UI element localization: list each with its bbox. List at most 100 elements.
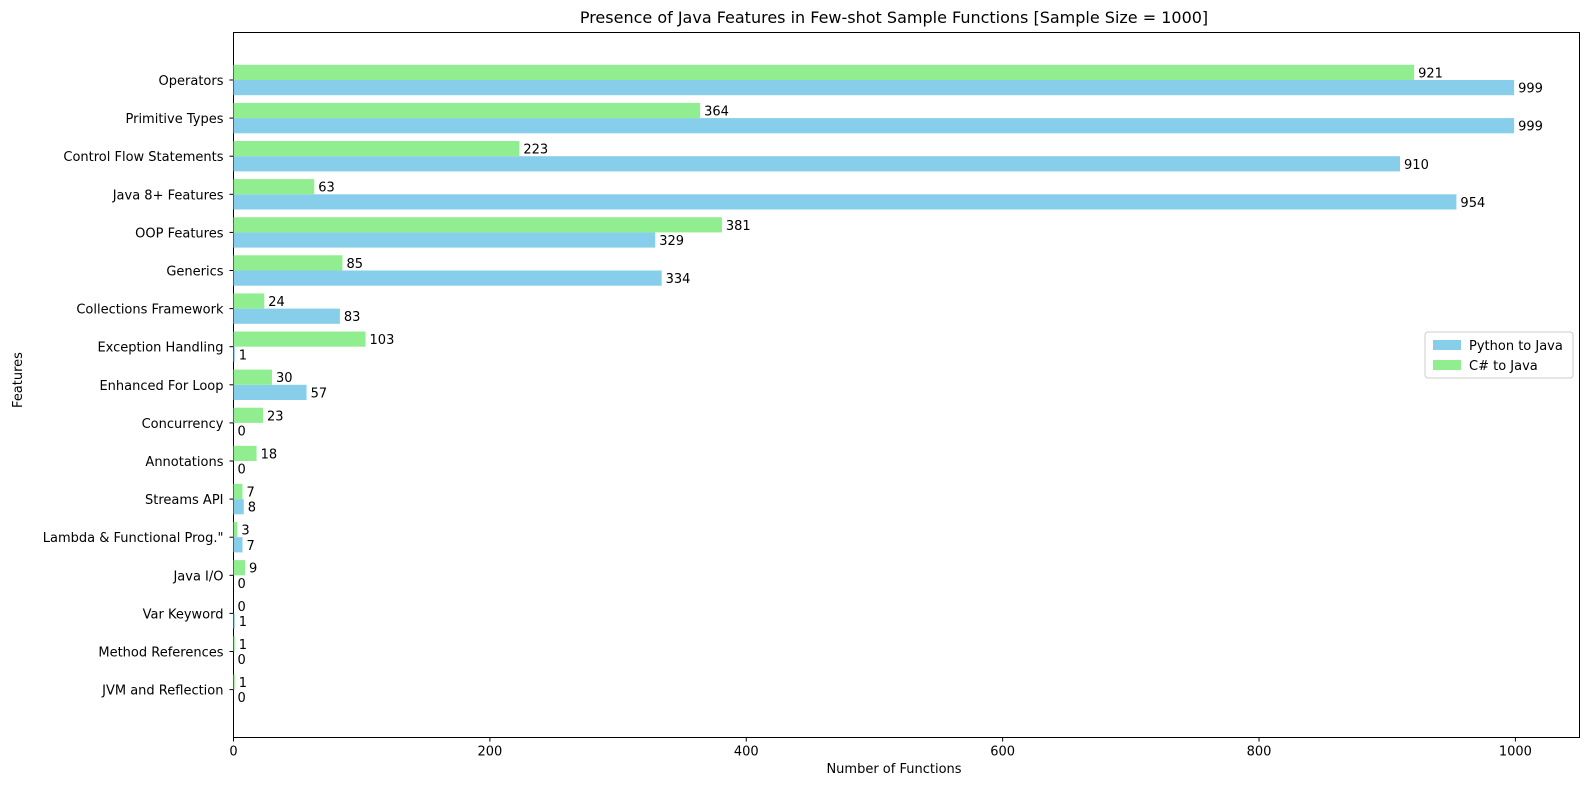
bar-python-to-java	[233, 232, 656, 248]
legend-swatch	[1433, 360, 1461, 370]
y-tick-label: Java 8+ Features	[112, 188, 224, 203]
data-label: 364	[704, 105, 729, 120]
data-label: 223	[523, 143, 548, 158]
data-label: 24	[268, 295, 285, 310]
x-tick-label: 200	[477, 745, 502, 760]
y-tick-label: Primitive Types	[125, 112, 223, 127]
bar-csharp-to-java	[233, 255, 343, 271]
data-label: 381	[726, 219, 751, 234]
bar-csharp-to-java	[233, 560, 246, 576]
data-label: 3	[241, 524, 249, 539]
bar-csharp-to-java	[233, 293, 265, 309]
data-label: 103	[370, 333, 395, 348]
bar-python-to-java	[233, 80, 1515, 96]
bar-csharp-to-java	[233, 64, 1415, 80]
y-tick-label: Concurrency	[142, 417, 224, 432]
data-label: 63	[318, 181, 335, 196]
bar-csharp-to-java	[233, 483, 243, 500]
y-tick-label: Exception Handling	[97, 341, 223, 356]
bar-python-to-java	[233, 156, 1401, 172]
bar-python-to-java	[233, 118, 1515, 134]
bar-csharp-to-java	[233, 141, 520, 157]
bar-csharp-to-java	[233, 217, 722, 233]
bar-csharp-to-java	[233, 445, 257, 461]
data-label: 23	[267, 409, 284, 424]
bar-python-to-java	[233, 346, 235, 362]
data-label: 921	[1418, 66, 1443, 81]
x-tick-label: 600	[990, 745, 1015, 760]
data-label: 1	[239, 638, 247, 653]
legend: Python to Java C# to Java	[1424, 331, 1574, 379]
legend-label: C# to Java	[1469, 359, 1538, 374]
bar-csharp-to-java	[233, 674, 235, 690]
bars	[233, 64, 1515, 690]
y-tick-label: Var Keyword	[143, 607, 224, 622]
data-label: 1	[239, 348, 247, 363]
legend-frame	[1424, 331, 1574, 379]
bar-csharp-to-java	[233, 331, 366, 347]
data-label: 0	[238, 600, 246, 615]
data-label: 334	[666, 272, 691, 287]
data-label: 1	[239, 615, 247, 630]
data-label: 0	[238, 463, 246, 478]
bar-python-to-java	[233, 499, 244, 515]
data-label: 0	[238, 653, 246, 668]
y-tick-label: OOP Features	[135, 226, 224, 241]
data-labels: 9999219993649102239546332938133485832411…	[238, 66, 1543, 706]
x-axis-label: Number of Functions	[826, 762, 961, 777]
data-label: 329	[659, 234, 684, 249]
y-tick-label: Annotations	[145, 455, 223, 470]
bar-csharp-to-java	[233, 522, 238, 538]
bar-csharp-to-java	[233, 407, 263, 423]
y-tick-label: JVM and Reflection	[101, 684, 223, 699]
data-label: 18	[261, 447, 278, 462]
bar-csharp-to-java	[233, 179, 315, 195]
y-axis-label: Features	[11, 352, 26, 408]
data-label: 0	[238, 425, 246, 440]
y-axis-ticks: Operators Primitive Types Control Flow Sta…	[43, 74, 234, 699]
data-label: 910	[1404, 158, 1429, 173]
legend-swatch	[1433, 340, 1461, 350]
data-label: 83	[344, 310, 361, 325]
data-label: 30	[276, 371, 293, 386]
data-label: 999	[1518, 120, 1543, 135]
x-tick-label: 800	[1247, 745, 1272, 760]
bar-python-to-java	[233, 308, 340, 324]
data-label: 85	[346, 257, 363, 272]
bar-python-to-java	[233, 537, 243, 553]
y-tick-label: Collections Framework	[76, 303, 224, 318]
bar-python-to-java	[233, 613, 235, 629]
x-tick-label: 400	[734, 745, 759, 760]
x-axis-ticks: 0 200 400 600 800 1000	[229, 737, 1532, 760]
bar-csharp-to-java	[233, 636, 235, 652]
chart-title: Presence of Java Features in Few-shot Sa…	[580, 8, 1208, 27]
y-tick-label: Control Flow Statements	[63, 150, 223, 165]
data-label: 1	[239, 676, 247, 691]
data-label: 8	[248, 501, 256, 516]
x-tick-label: 0	[229, 745, 237, 760]
data-label: 999	[1518, 82, 1543, 97]
y-tick-label: Streams API	[145, 493, 224, 508]
legend-label: Python to Java	[1469, 339, 1563, 354]
bar-python-to-java	[233, 194, 1457, 210]
bar-csharp-to-java	[233, 102, 701, 119]
bar-python-to-java	[233, 270, 662, 286]
y-tick-label: Lambda & Functional Prog."	[43, 531, 224, 546]
data-label: 954	[1460, 196, 1485, 211]
y-tick-label: Operators	[159, 74, 224, 89]
data-label: 57	[311, 386, 328, 401]
y-tick-label: Java I/O	[172, 569, 223, 584]
bar-python-to-java	[233, 384, 307, 400]
x-tick-label: 1000	[1499, 745, 1532, 760]
data-label: 7	[246, 539, 254, 554]
data-label: 0	[238, 577, 246, 592]
y-tick-label: Generics	[166, 265, 223, 280]
bar-csharp-to-java	[233, 369, 272, 385]
y-tick-label: Enhanced For Loop	[99, 379, 223, 394]
data-label: 0	[238, 691, 246, 706]
y-tick-label: Method References	[98, 646, 223, 661]
plot-area	[233, 32, 1580, 738]
data-label: 7	[246, 486, 254, 501]
data-label: 9	[249, 562, 257, 577]
